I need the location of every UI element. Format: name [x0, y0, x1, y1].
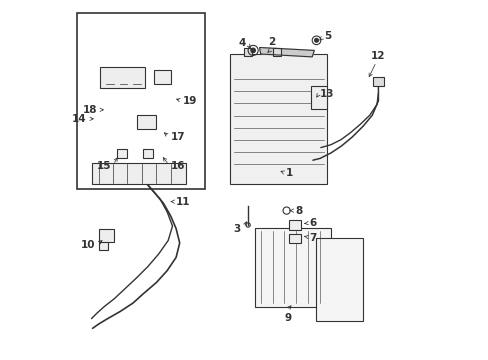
Bar	[255, 228, 330, 307]
Text: 16: 16	[170, 161, 185, 171]
Text: 10: 10	[81, 240, 95, 250]
Text: 18: 18	[82, 105, 97, 115]
Circle shape	[250, 48, 255, 53]
Text: 9: 9	[284, 313, 291, 323]
Circle shape	[314, 39, 318, 42]
Text: 6: 6	[309, 218, 316, 228]
Bar	[288, 234, 301, 243]
Text: 1: 1	[285, 168, 292, 178]
Bar	[77, 13, 204, 189]
Bar	[273, 48, 281, 56]
Bar	[99, 242, 108, 250]
Text: 2: 2	[267, 37, 275, 47]
Text: 15: 15	[97, 161, 111, 171]
Text: 14: 14	[71, 114, 86, 124]
Bar	[117, 149, 126, 158]
Text: 7: 7	[309, 233, 316, 243]
Bar	[137, 115, 156, 129]
Text: 13: 13	[320, 89, 334, 99]
Bar	[142, 149, 153, 158]
Text: 19: 19	[183, 96, 197, 106]
Text: 8: 8	[294, 206, 302, 216]
Bar	[311, 86, 326, 109]
Text: 17: 17	[170, 132, 185, 142]
Bar	[91, 163, 185, 184]
Bar	[230, 54, 326, 184]
Bar	[316, 238, 363, 321]
Bar	[373, 77, 384, 86]
Text: 11: 11	[176, 197, 190, 207]
Bar	[288, 220, 301, 230]
Text: 3: 3	[233, 224, 241, 234]
Bar	[99, 229, 114, 242]
Bar	[153, 70, 171, 84]
Text: 5: 5	[323, 31, 330, 41]
Text: 12: 12	[370, 51, 384, 61]
Polygon shape	[259, 48, 314, 57]
Bar	[100, 67, 144, 88]
Bar	[244, 48, 252, 56]
Text: 4: 4	[239, 38, 246, 48]
